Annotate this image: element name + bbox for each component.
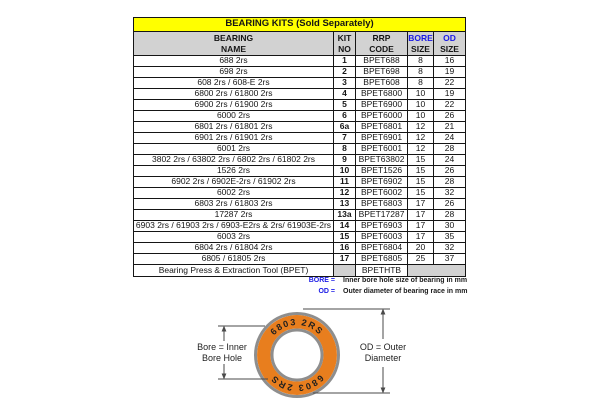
table-row: 3802 2rs / 63802 2rs / 6802 2rs / 61802 … bbox=[133, 154, 467, 166]
header-line: SIZE bbox=[411, 43, 430, 54]
bore-dimension-label-line1: Bore = Inner bbox=[197, 342, 247, 352]
cell-od-size: 16 bbox=[432, 55, 467, 67]
table-body: 688 2rs 1 BPET688 8 16 698 2rs 2 BPET698… bbox=[133, 55, 467, 265]
table-row: 6003 2rs 15 BPET6003 17 35 bbox=[133, 231, 467, 243]
header-line: NAME bbox=[220, 43, 247, 54]
bearing-ring-body bbox=[257, 315, 337, 395]
table-title: BEARING KITS (Sold Separately) bbox=[132, 17, 467, 32]
legend-notes: BORE = Inner bore hole size of bearing i… bbox=[250, 276, 468, 298]
bearing-kits-table: BEARING KITS (Sold Separately) BEARING N… bbox=[132, 17, 467, 277]
od-note-label: OD = bbox=[318, 287, 335, 295]
title-row: BEARING KITS (Sold Separately) bbox=[132, 17, 467, 32]
table-row: 6805 / 61805 2rs 17 BPET6805 25 37 bbox=[133, 253, 467, 265]
od-dimension-label-line1: OD = Outer bbox=[360, 342, 406, 352]
col-header-bore-size: BORE SIZE bbox=[407, 31, 434, 56]
cell-od-size: 37 bbox=[432, 253, 467, 265]
header-line: RRP bbox=[372, 32, 391, 43]
bearing-ring-outer-edge bbox=[254, 312, 340, 398]
col-header-od-size: OD SIZE bbox=[432, 31, 467, 56]
footer-kit-empty-cell bbox=[333, 264, 356, 277]
table-row: 6803 2rs / 61803 2rs 13 BPET6803 17 26 bbox=[133, 198, 467, 210]
header-line: BORE bbox=[408, 32, 433, 43]
od-dimension-lines bbox=[303, 308, 390, 394]
header-line: CODE bbox=[369, 43, 394, 54]
bearing-ring-inner-edge bbox=[270, 328, 324, 382]
header-line: SIZE bbox=[440, 43, 459, 54]
bore-dimension-lines bbox=[218, 325, 268, 380]
table-row: 6900 2rs / 61900 2rs 5 BPET6900 10 22 bbox=[133, 99, 467, 111]
footer-tool-name: Bearing Press & Extraction Tool (BPET) bbox=[133, 264, 334, 277]
bore-dimension-label-line2: Bore Hole bbox=[202, 353, 242, 363]
table-row: 6804 2rs / 61804 2rs 16 BPET6804 20 32 bbox=[133, 242, 467, 254]
od-note: OD = Outer diameter of bearing race in m… bbox=[250, 287, 467, 298]
col-header-rrp-code: RRP CODE bbox=[355, 31, 408, 56]
header-line: NO bbox=[338, 43, 351, 54]
table-row: 6902 2rs / 6902E-2rs / 61902 2rs 11 BPET… bbox=[133, 176, 467, 188]
header-line: KIT bbox=[337, 32, 352, 43]
od-note-text: Outer diameter of bearing race in mm bbox=[343, 287, 468, 295]
header-line: OD bbox=[443, 32, 456, 43]
table-row: 6901 2rs / 61901 2rs 7 BPET6901 12 24 bbox=[133, 132, 467, 144]
od-dimension-label-line2: Diameter bbox=[365, 353, 402, 363]
cell-od-size: 19 bbox=[432, 88, 467, 100]
footer-bore-od-empty-cell bbox=[406, 264, 467, 277]
bore-note-text: Inner bore hole size of bearing in mm bbox=[343, 277, 468, 284]
bore-note: BORE = Inner bore hole size of bearing i… bbox=[250, 276, 467, 287]
footer-row: Bearing Press & Extraction Tool (BPET) B… bbox=[133, 264, 467, 277]
footer-rrp-code: BPETHTB bbox=[355, 264, 408, 277]
table-row: 6800 2rs / 61800 2rs 4 BPET6800 10 19 bbox=[133, 88, 467, 100]
bore-note-label: BORE = bbox=[308, 277, 335, 284]
header-line: BEARING bbox=[213, 32, 254, 43]
